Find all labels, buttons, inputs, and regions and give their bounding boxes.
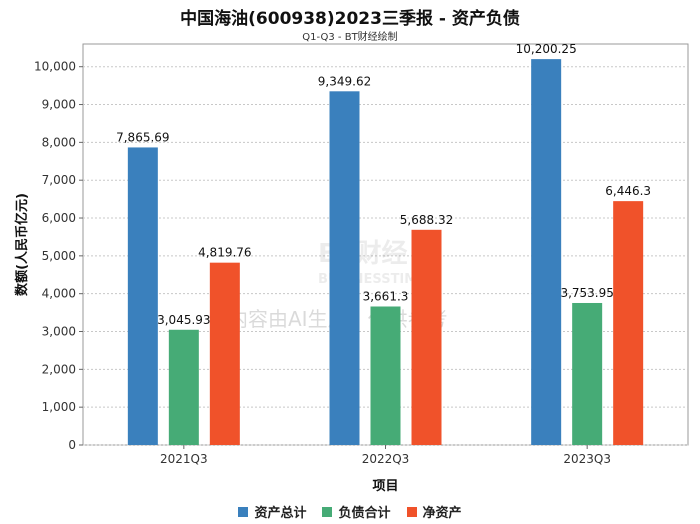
data-label: 3,661.3	[363, 289, 409, 303]
y-tick-label: 1,000	[42, 400, 76, 414]
x-axis-ticks: 2021Q3 2022Q3 2023Q3	[160, 445, 611, 466]
bar	[531, 59, 562, 445]
y-axis-title: 数额(人民币亿元)	[14, 193, 30, 296]
legend-item: 净资产	[406, 502, 462, 521]
y-tick-label: 4,000	[42, 287, 76, 301]
y-tick-label: 0	[68, 438, 76, 452]
y-tick-label: 8,000	[42, 135, 76, 149]
legend-swatch	[238, 506, 249, 517]
y-tick-label: 10,000	[34, 60, 76, 74]
legend-swatch	[406, 506, 417, 517]
bar-chart: 0 1,000 2,000 3,000 4,000 5,000 6,000 7,000 8,00…	[14, 42, 689, 494]
data-label: 7,865.69	[116, 130, 169, 144]
x-tick-label: 2023Q3	[563, 452, 611, 466]
bar	[572, 302, 603, 445]
data-label: 9,349.62	[318, 74, 371, 88]
data-label: 3,753.95	[560, 286, 613, 300]
bar	[329, 91, 360, 445]
bar	[209, 262, 240, 445]
legend-label: 资产总计	[254, 506, 307, 521]
bar	[411, 229, 442, 445]
x-tick-label: 2021Q3	[160, 452, 208, 466]
legend-item: 负债合计	[322, 502, 391, 521]
y-tick-label: 6,000	[42, 211, 76, 225]
y-tick-label: 2,000	[42, 362, 76, 376]
y-tick-label: 3,000	[42, 325, 76, 339]
bar	[127, 147, 158, 446]
x-tick-label: 2022Q3	[362, 452, 410, 466]
bars: 7,865.69 3,045.93 4,819.76 9,349.62 3,661.3 5…	[116, 42, 651, 446]
chart-subtitle: Q1-Q3 - BT财经绘制	[302, 32, 398, 43]
bar	[370, 306, 401, 445]
y-axis-ticks: 0 1,000 2,000 3,000 4,000 5,000 6,000 7,000 8,00…	[34, 60, 83, 452]
data-label: 6,446.3	[605, 184, 651, 198]
bar	[168, 329, 199, 445]
y-tick-label: 9,000	[42, 98, 76, 112]
data-label: 10,200.25	[516, 42, 577, 56]
legend-swatch	[322, 506, 333, 517]
x-axis-title: 项目	[372, 479, 398, 494]
data-label: 5,688.32	[400, 213, 453, 227]
y-tick-label: 5,000	[42, 249, 76, 263]
legend-item: 资产总计	[238, 502, 306, 521]
chart-title: 中国海油(600938)2023三季报 - 资产负债	[180, 9, 520, 29]
legend-label: 负债合计	[338, 506, 391, 521]
data-label: 4,819.76	[198, 246, 251, 260]
y-tick-label: 7,000	[42, 173, 76, 187]
legend-label: 净资产	[422, 506, 462, 521]
legend: 资产总计 负债合计 净资产	[0, 502, 700, 521]
data-label: 3,045.93	[157, 313, 210, 327]
bar	[613, 201, 644, 445]
